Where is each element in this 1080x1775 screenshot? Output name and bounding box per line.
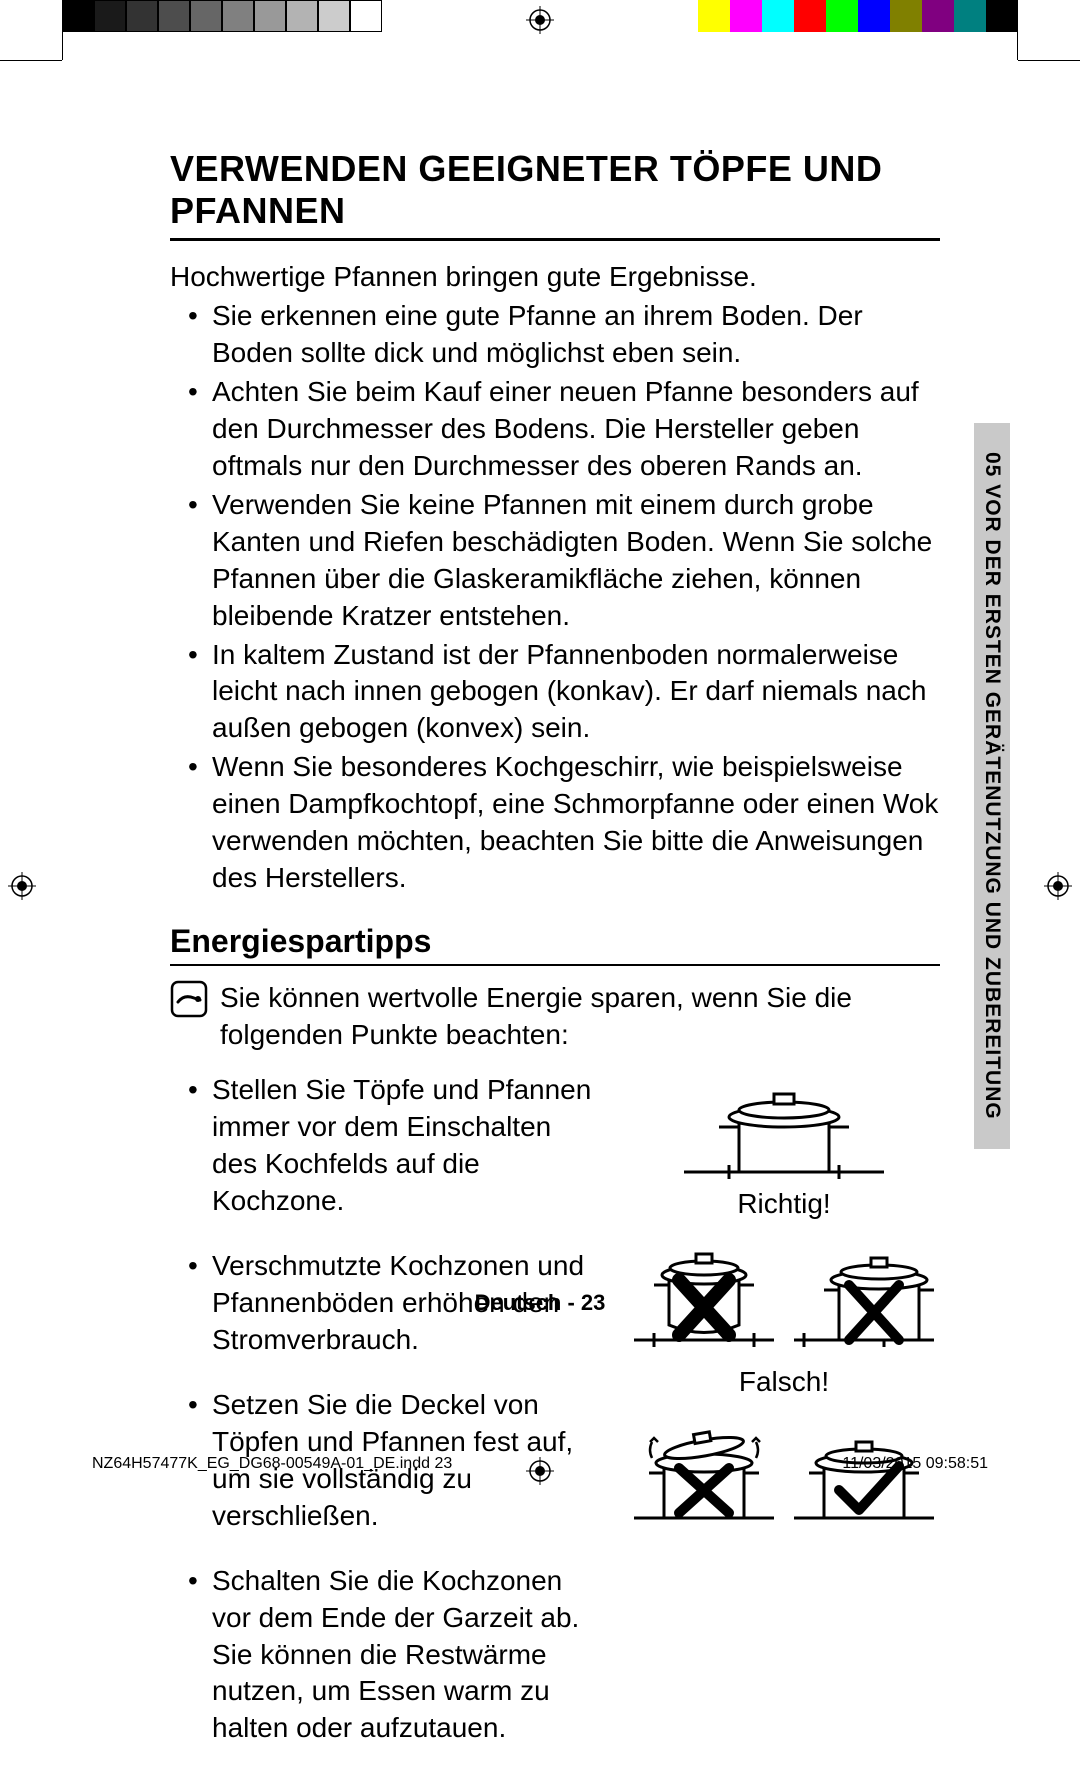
crop-mark — [62, 0, 63, 60]
crop-mark — [1018, 60, 1080, 61]
registration-mark-icon — [8, 872, 36, 900]
page-root: 05 VOR DER ERSTEN GERÄTENUTZUNG UND ZUBE… — [0, 0, 1080, 1491]
print-footer-right: 11/03/2015 09:58:51 — [842, 1455, 988, 1473]
content-area: VERWENDEN GEEIGNETER TÖPFE UND PFANNEN H… — [170, 148, 940, 1775]
registration-mark-icon — [1044, 872, 1072, 900]
pot-lid-pair-icon — [624, 1408, 944, 1538]
crop-mark — [1017, 0, 1018, 60]
section-tab-label: 05 VOR DER ERSTEN GERÄTENUTZUNG UND ZUBE… — [980, 435, 1004, 1137]
list-item: Verwenden Sie keine Pfannen mit einem du… — [192, 487, 940, 635]
pot-correct-icon — [674, 1072, 894, 1182]
list-item: Schalten Sie die Kochzonen vor dem Ende … — [192, 1563, 600, 1748]
crop-mark — [0, 60, 62, 61]
main-bullet-list: Sie erkennen eine gute Pfanne an ihrem B… — [170, 298, 940, 897]
page-title: VERWENDEN GEEIGNETER TÖPFE UND PFANNEN — [170, 148, 940, 241]
note-hand-icon — [170, 980, 208, 1023]
note-row: Sie können wertvolle Energie sparen, wen… — [170, 980, 940, 1054]
print-footer-left: NZ64H57477K_EG_DG68-00549A-01_DE.indd 23 — [92, 1455, 452, 1473]
caption-wrong: Falsch! — [624, 1366, 944, 1398]
printer-color-bar — [698, 0, 1018, 32]
list-item: Stellen Sie Töpfe und Pfannen immer vor … — [192, 1072, 600, 1220]
subheading: Energiespartipps — [170, 923, 940, 966]
list-item: In kaltem Zustand ist der Pfannenboden n… — [192, 637, 940, 748]
list-item: Sie erkennen eine gute Pfanne an ihrem B… — [192, 298, 940, 372]
intro-text: Hochwertige Pfannen bringen gute Ergebni… — [170, 259, 940, 296]
tips-illustrations-col: Richtig! — [624, 1072, 944, 1775]
page-footer: Deutsch - 23 — [0, 1290, 1080, 1316]
caption-correct: Richtig! — [624, 1188, 944, 1220]
tips-list-col: Stellen Sie Töpfe und Pfannen immer vor … — [170, 1072, 600, 1775]
tips-row: Stellen Sie Töpfe und Pfannen immer vor … — [170, 1072, 940, 1775]
printer-grayscale-bar — [62, 0, 382, 32]
list-item: Achten Sie beim Kauf einer neuen Pfanne … — [192, 374, 940, 485]
list-item: Wenn Sie besonderes Kochgeschirr, wie be… — [192, 749, 940, 897]
note-text: Sie können wertvolle Energie sparen, wen… — [220, 980, 940, 1054]
registration-mark-icon — [526, 6, 554, 34]
